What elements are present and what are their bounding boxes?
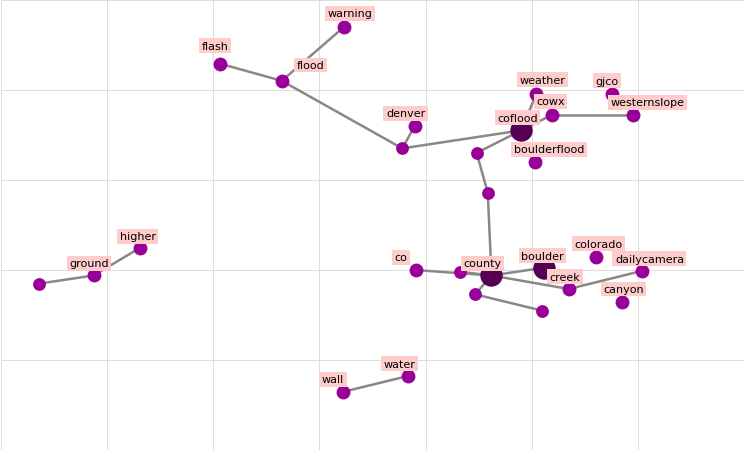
Point	[338, 24, 350, 31]
Point	[469, 291, 481, 299]
Point	[486, 272, 498, 280]
Text: flash: flash	[201, 41, 229, 51]
Point	[396, 146, 408, 153]
Text: coflood: coflood	[498, 114, 538, 124]
Point	[627, 112, 638, 119]
Point	[337, 388, 349, 396]
Point	[482, 189, 494, 197]
Point	[529, 159, 541, 166]
Point	[471, 150, 483, 157]
Text: westernslope: westernslope	[610, 98, 685, 108]
Point	[589, 253, 601, 261]
Point	[563, 286, 575, 293]
Point	[276, 78, 288, 85]
Text: creek: creek	[550, 272, 580, 282]
Point	[454, 269, 466, 276]
Text: warning: warning	[328, 9, 372, 19]
Text: canyon: canyon	[603, 285, 644, 295]
Point	[538, 265, 550, 272]
Point	[547, 112, 559, 119]
Text: colorado: colorado	[574, 239, 623, 249]
Text: water: water	[384, 359, 416, 369]
Point	[635, 268, 647, 275]
Point	[214, 61, 226, 68]
Text: flood: flood	[297, 61, 324, 71]
Point	[410, 267, 422, 274]
Text: higher: higher	[120, 232, 156, 242]
Text: boulder: boulder	[522, 251, 564, 261]
Point	[135, 244, 147, 252]
Point	[530, 92, 542, 99]
Text: dailycamera: dailycamera	[615, 254, 684, 264]
Point	[606, 92, 618, 99]
Text: weather: weather	[520, 76, 565, 86]
Point	[34, 281, 45, 288]
Text: denver: denver	[386, 109, 425, 119]
Point	[516, 128, 527, 135]
Point	[402, 373, 414, 380]
Text: boulderflood: boulderflood	[514, 145, 584, 155]
Point	[409, 123, 421, 130]
Text: county: county	[463, 259, 501, 269]
Text: co: co	[395, 253, 408, 263]
Text: gjco: gjco	[595, 77, 618, 87]
Point	[536, 307, 548, 314]
Text: wall: wall	[322, 374, 344, 384]
Point	[88, 272, 100, 280]
Point	[616, 298, 628, 305]
Text: ground: ground	[69, 259, 109, 269]
Text: cowx: cowx	[536, 97, 565, 107]
